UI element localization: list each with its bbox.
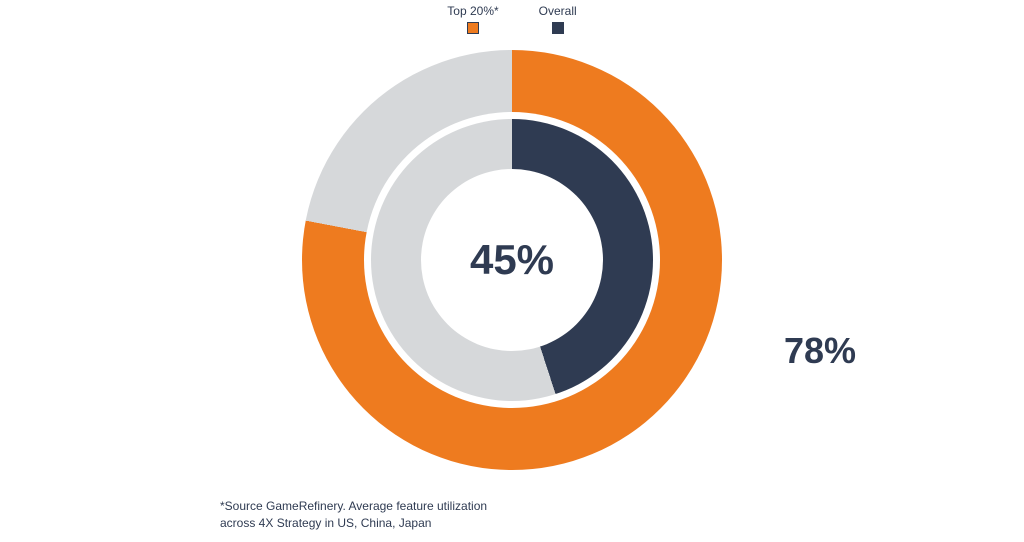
- footnote-line: *Source GameRefinery. Average feature ut…: [220, 498, 487, 515]
- inner-percent-label: 45%: [470, 236, 554, 284]
- donut-rings: 45%: [302, 50, 722, 470]
- outer-percent-label: 78%: [784, 330, 856, 372]
- chart-legend: Top 20%* Overall: [0, 4, 1024, 34]
- legend-label: Top 20%*: [447, 4, 498, 18]
- legend-swatch: [467, 22, 479, 34]
- donut-chart: 45% 78%: [0, 40, 1024, 480]
- chart-footnote: *Source GameRefinery. Average feature ut…: [220, 498, 487, 532]
- legend-item-top20: Top 20%*: [447, 4, 498, 34]
- legend-swatch: [552, 22, 564, 34]
- legend-label: Overall: [539, 4, 577, 18]
- legend-item-overall: Overall: [539, 4, 577, 34]
- footnote-line: across 4X Strategy in US, China, Japan: [220, 515, 487, 532]
